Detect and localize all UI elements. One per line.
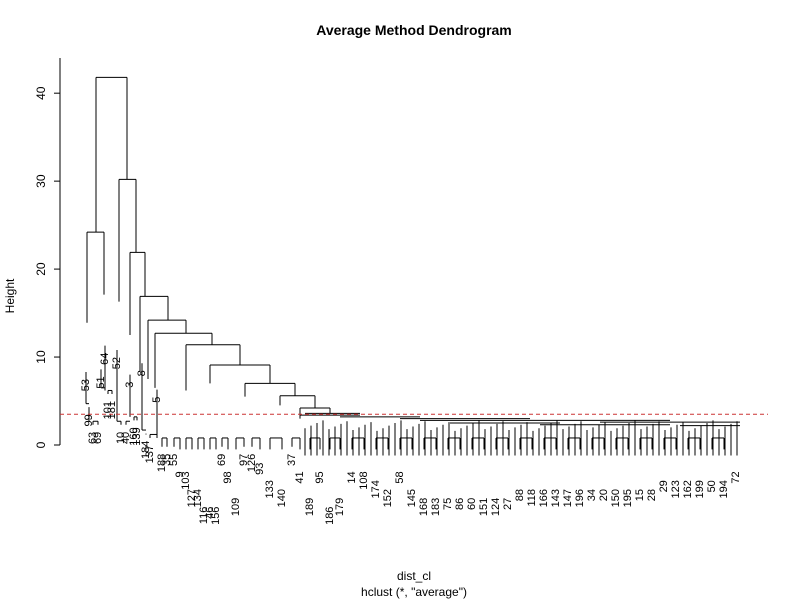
leaf-label: 41 xyxy=(294,471,306,483)
leaf-label: 118 xyxy=(526,489,538,507)
leaf-label: 28 xyxy=(646,489,658,501)
leaf-label: 60 xyxy=(466,498,478,510)
leaf-label: 97 xyxy=(238,454,250,466)
leaf-label: 127 xyxy=(186,489,198,507)
leaf-label: 3 xyxy=(124,382,136,388)
leaf-label: 133 xyxy=(264,480,276,498)
leaf-label: 145 xyxy=(406,489,418,507)
leaf-label: 69 xyxy=(92,432,104,444)
leaf-label: 103 xyxy=(180,471,192,489)
leaf-label: 50 xyxy=(706,480,718,492)
leaf-label: 174 xyxy=(370,480,382,498)
leaf-label: 183 xyxy=(430,498,442,516)
leaf-label: 8 xyxy=(136,370,148,376)
leaf-label: 98 xyxy=(222,471,234,483)
y-tick-label-30: 30 xyxy=(34,174,48,188)
leaf-label: 186 xyxy=(324,507,336,525)
leaf-label: 58 xyxy=(394,471,406,483)
leaf-label: 46 xyxy=(204,507,216,519)
y-axis: 0 10 20 30 40 xyxy=(34,58,61,448)
leaf-label: 160 xyxy=(128,427,140,445)
dendrogram-branches xyxy=(85,76,740,456)
leaf-label: 151 xyxy=(478,498,490,516)
leaf-label: 69 xyxy=(216,454,228,466)
x-axis-label: dist_cl xyxy=(397,569,431,583)
leaf-label: 152 xyxy=(382,489,394,507)
leaf-label: 101 xyxy=(102,401,114,419)
leaf-label: 116 xyxy=(198,507,210,525)
leaf-label: 27 xyxy=(502,498,514,510)
y-tick-label-0: 0 xyxy=(34,441,48,448)
leaf-label: 20 xyxy=(598,489,610,501)
leaf-label: 5 xyxy=(151,397,163,403)
leaf-label: 51 xyxy=(95,376,107,388)
leaf-label: 35 xyxy=(161,454,173,466)
leaf-label: 63 xyxy=(87,432,99,444)
leaf-label: 194 xyxy=(718,480,730,498)
leaf-label: 75 xyxy=(442,498,454,510)
leaf-label: 162 xyxy=(682,480,694,498)
leaf-label: 52 xyxy=(111,357,123,369)
y-tick-label-20: 20 xyxy=(34,262,48,276)
leaf-label: 181 xyxy=(106,401,118,419)
leaf-label: 55 xyxy=(168,454,180,466)
leaf-label: 137 xyxy=(144,445,156,463)
leaf-label: 9 xyxy=(174,471,186,477)
leaf-label: 168 xyxy=(418,498,430,516)
leaf-label: 196 xyxy=(574,489,586,507)
leaf-label: 124 xyxy=(490,498,502,516)
leaf-label: 134 xyxy=(192,489,204,507)
leaf-label: 179 xyxy=(334,498,346,516)
leaf-label: 123 xyxy=(670,480,682,498)
leaf-label: 37 xyxy=(286,454,298,466)
leaf-label: 108 xyxy=(358,471,370,489)
leaf-label: 34 xyxy=(586,489,598,501)
y-tick-label-10: 10 xyxy=(34,350,48,364)
leaf-label: 147 xyxy=(562,489,574,507)
leaf-label: 95 xyxy=(314,471,326,483)
leaf-label: 188 xyxy=(156,454,168,472)
leaf-label: 143 xyxy=(550,489,562,507)
leaf-label: 139 xyxy=(131,427,143,445)
leaf-label: 86 xyxy=(454,498,466,510)
leaf-label: 53 xyxy=(80,379,92,391)
leaf-label: 109 xyxy=(230,498,242,516)
leaf-label: 126 xyxy=(246,454,258,472)
chart-subtitle: hclust (*, "average") xyxy=(361,585,467,599)
leaf-label: 195 xyxy=(622,489,634,507)
leaf-label: 150 xyxy=(610,489,622,507)
y-tick-label-40: 40 xyxy=(34,86,48,100)
leaf-label: 72 xyxy=(730,471,742,483)
leaf-label: 93 xyxy=(254,463,266,475)
leaf-label: 15 xyxy=(634,489,646,501)
leaf-label: 29 xyxy=(658,480,670,492)
leaf-label: 88 xyxy=(514,489,526,501)
leaf-label: 166 xyxy=(538,489,550,507)
leaf-label: 184 xyxy=(140,441,152,459)
leaf-label: 14 xyxy=(346,471,358,483)
y-axis-label: Height xyxy=(3,278,17,313)
leaf-label: 140 xyxy=(276,489,288,507)
chart-title: Average Method Dendrogram xyxy=(316,22,512,38)
leaf-label: 199 xyxy=(694,480,706,498)
leaf-label: 10 xyxy=(115,432,127,444)
dendrogram-leaf-labels: 5399636951641011815210403160139818413751… xyxy=(80,353,742,525)
leaf-label: 40 xyxy=(120,432,132,444)
leaf-label: 99 xyxy=(83,414,95,426)
leaf-label: 156 xyxy=(210,507,222,525)
leaf-label: 189 xyxy=(304,498,316,516)
leaf-label: 64 xyxy=(99,353,111,365)
